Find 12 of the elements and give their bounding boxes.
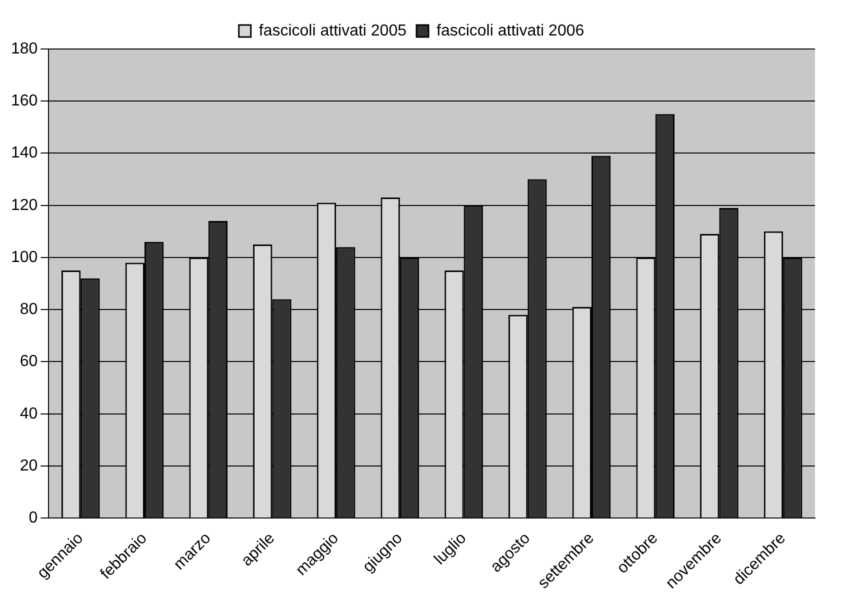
legend-label: fascicoli attivati 2005: [258, 22, 407, 40]
y-tick-label: 100: [10, 248, 38, 266]
y-tick-label: 20: [20, 457, 38, 474]
y-tick-label: 0: [28, 510, 38, 527]
y-tick-label: 120: [10, 196, 38, 214]
y-tick-label: 180: [10, 40, 38, 58]
y-tick-label: 40: [20, 405, 38, 422]
y-tick-label: 160: [10, 92, 38, 110]
y-tick-label: 80: [20, 301, 38, 318]
y-tick-label: 140: [10, 144, 38, 162]
y-tick-label: 60: [20, 353, 38, 370]
legend-label: fascicoli attivati 2006: [436, 22, 584, 40]
